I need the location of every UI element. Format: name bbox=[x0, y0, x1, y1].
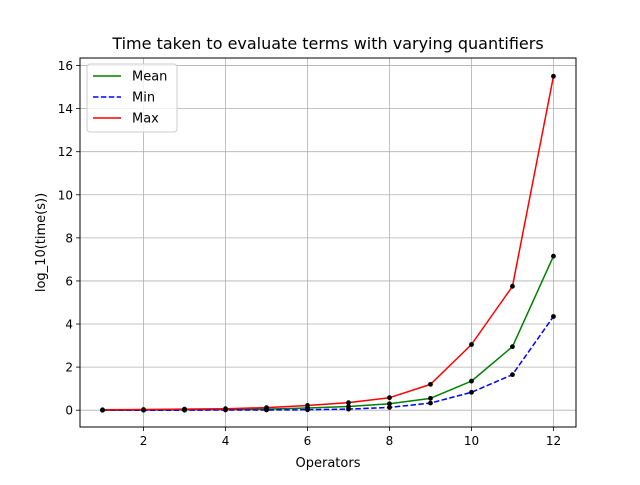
legend: Mean Min Max bbox=[86, 63, 178, 133]
x-tick-label: 12 bbox=[546, 434, 561, 448]
y-tick-label: 4 bbox=[65, 318, 73, 332]
data-point-max bbox=[223, 406, 228, 412]
x-tick-label: 6 bbox=[304, 434, 312, 448]
x-axis-label: Operators bbox=[296, 456, 361, 471]
y-tick-label: 10 bbox=[58, 188, 73, 202]
y-tick-label: 6 bbox=[65, 274, 73, 288]
legend-label-min: Min bbox=[132, 91, 155, 106]
data-point-mean bbox=[428, 395, 433, 401]
y-tick-label: 14 bbox=[58, 102, 73, 116]
data-point-max bbox=[469, 342, 474, 347]
data-point-min bbox=[469, 389, 474, 395]
chart-title: Time taken to evaluate terms with varyin… bbox=[111, 34, 543, 53]
x-tick-label: 2 bbox=[140, 434, 148, 448]
y-tick-label: 0 bbox=[65, 404, 73, 418]
data-point-max bbox=[387, 395, 392, 401]
data-point-max bbox=[305, 403, 310, 408]
legend-frame bbox=[86, 63, 178, 133]
legend-label-max: Max bbox=[132, 112, 159, 127]
data-markers bbox=[100, 73, 556, 413]
data-point-max bbox=[510, 283, 515, 289]
series-line-max bbox=[102, 76, 555, 411]
data-point-max bbox=[264, 405, 269, 411]
data-point-max bbox=[100, 407, 105, 413]
data-point-mean bbox=[469, 378, 474, 384]
data-point-min bbox=[387, 404, 392, 410]
data-point-min bbox=[510, 372, 515, 378]
x-tick-label: 4 bbox=[222, 434, 230, 448]
x-axis-ticks: 2 4 6 8 10 12 bbox=[140, 427, 561, 448]
data-point-max bbox=[141, 407, 146, 412]
y-tick-label: 2 bbox=[65, 361, 73, 375]
data-point-min bbox=[428, 400, 433, 406]
x-tick-label: 10 bbox=[464, 434, 479, 448]
data-point-mean bbox=[387, 401, 392, 407]
data-point-min bbox=[551, 314, 556, 319]
data-point-mean bbox=[551, 253, 556, 259]
y-tick-label: 16 bbox=[58, 59, 73, 73]
y-axis-label: log_10(time(s)) bbox=[34, 193, 49, 292]
data-point-min bbox=[305, 407, 310, 413]
y-tick-label: 8 bbox=[65, 231, 73, 245]
data-point-mean bbox=[510, 344, 515, 350]
data-point-max bbox=[551, 73, 556, 79]
data-point-max bbox=[182, 406, 187, 412]
y-axis-ticks: 0 2 4 6 8 10 12 14 16 bbox=[58, 59, 80, 418]
plot-frame bbox=[79, 57, 577, 428]
x-tick-label: 8 bbox=[386, 434, 394, 448]
series-line-mean bbox=[102, 255, 555, 411]
legend-label-mean: Mean bbox=[132, 70, 167, 85]
data-point-max bbox=[346, 400, 351, 406]
data-point-max bbox=[428, 381, 433, 387]
grid bbox=[80, 58, 576, 427]
series-lines bbox=[102, 76, 555, 411]
data-point-min bbox=[346, 406, 351, 412]
series-line-min bbox=[102, 316, 555, 411]
y-tick-label: 12 bbox=[58, 145, 73, 159]
